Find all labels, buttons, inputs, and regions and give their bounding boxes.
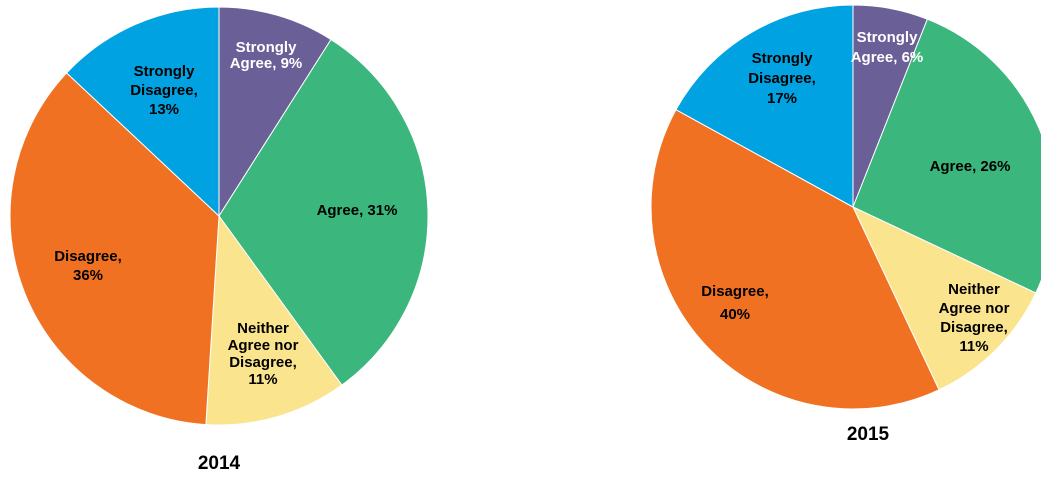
pie-slice-disagree <box>9 72 220 426</box>
slice-label-neither-agree-nor-disagree: Neither Agree nor Disagree, 11% <box>228 320 299 388</box>
pie-slice-disagree <box>650 109 940 410</box>
chart-title: 2015 <box>847 424 890 445</box>
pie-slice-neither-agree-nor-disagree <box>851 205 1037 391</box>
pie-slice-neither-agree-nor-disagree <box>205 214 343 426</box>
slice-label-strongly-disagree: Strongly Disagree, 17% <box>748 50 816 107</box>
pie-slice-agree <box>218 38 429 386</box>
pie-chart-2015: Strongly Agree, 6% Agree, 26% Neither Agree … <box>650 4 1041 445</box>
slice-label-agree: Agree, 31% <box>317 202 398 219</box>
pie-slice-strongly-agree <box>218 6 332 218</box>
slice-label-strongly-disagree: Strongly Disagree, 13% <box>130 63 198 118</box>
slice-label-strongly-agree: Strongly Agree, 6% <box>851 29 924 66</box>
slice-label-agree: Agree, 26% <box>930 158 1011 175</box>
slice-label-disagree: Disagree, 36% <box>54 248 122 284</box>
slice-label-disagree: Disagree, 40% <box>701 283 769 323</box>
pie-slice-strongly-disagree <box>65 6 220 218</box>
slice-label-strongly-agree: Strongly Agree, 9% <box>230 39 303 72</box>
pie-chart-2014: Strongly Agree, 9% Agree, 31% Neither Agree … <box>9 6 429 474</box>
chart-title: 2014 <box>198 453 241 474</box>
pie-slice-strongly-disagree <box>675 4 854 208</box>
slice-label-neither-agree-nor-disagree: Neither Agree nor Disagree, 11% <box>939 281 1010 355</box>
